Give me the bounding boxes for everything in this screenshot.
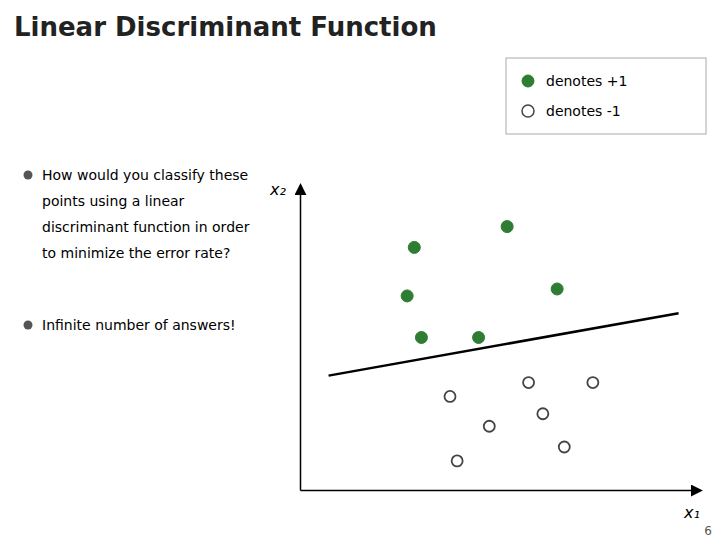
chart: Linear Discriminant Function How would yo… xyxy=(0,0,720,540)
bullet xyxy=(24,171,33,180)
point xyxy=(559,442,570,453)
point xyxy=(523,377,534,388)
legend-label: denotes -1 xyxy=(546,103,621,119)
bullet xyxy=(24,321,33,330)
point xyxy=(501,221,513,233)
legend: denotes +1 denotes -1 xyxy=(506,58,706,134)
legend-marker xyxy=(522,105,534,117)
point xyxy=(408,241,420,253)
y-axis-label: x₂ xyxy=(269,180,286,199)
legend-label: denotes +1 xyxy=(546,73,627,89)
annotation: to minimize the error rate? xyxy=(42,245,230,261)
annotation: Infinite number of answers! xyxy=(42,317,236,333)
legend-marker xyxy=(522,75,534,87)
x-axis-line xyxy=(301,490,701,492)
point xyxy=(445,391,456,402)
point xyxy=(415,332,427,344)
point xyxy=(452,455,463,466)
annotation: How would you classify these xyxy=(42,167,248,183)
point xyxy=(401,290,413,302)
point xyxy=(537,408,548,419)
legend-box xyxy=(506,58,706,134)
title: Linear Discriminant Function xyxy=(14,12,437,42)
marks xyxy=(329,221,679,467)
annotation: discriminant function in order xyxy=(42,219,250,235)
annotation: points using a linear xyxy=(42,193,185,209)
y-axis-line xyxy=(300,186,302,491)
y-axis xyxy=(300,186,301,491)
point xyxy=(484,421,495,432)
x-axis-label: x₁ xyxy=(683,503,700,522)
point xyxy=(473,332,485,344)
page-number: 6 xyxy=(704,524,712,538)
point xyxy=(587,377,598,388)
plot xyxy=(301,186,701,491)
point xyxy=(551,283,563,295)
x-axis xyxy=(301,490,701,491)
decision-line xyxy=(329,313,679,375)
